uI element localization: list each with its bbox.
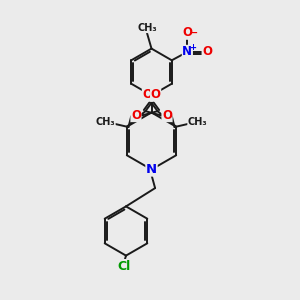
Text: Cl: Cl [118, 260, 131, 273]
Text: O: O [162, 109, 172, 122]
Text: CH₃: CH₃ [137, 22, 157, 33]
Text: O: O [182, 26, 192, 39]
Text: N: N [182, 45, 192, 58]
Text: O: O [202, 45, 212, 58]
Text: CH₃: CH₃ [96, 117, 115, 127]
Text: CH₃: CH₃ [188, 117, 207, 127]
Text: N: N [146, 163, 157, 176]
Text: −: − [190, 28, 198, 38]
Text: O: O [142, 88, 152, 101]
Text: +: + [189, 43, 196, 52]
Text: O: O [131, 109, 141, 122]
Text: O: O [151, 88, 160, 101]
